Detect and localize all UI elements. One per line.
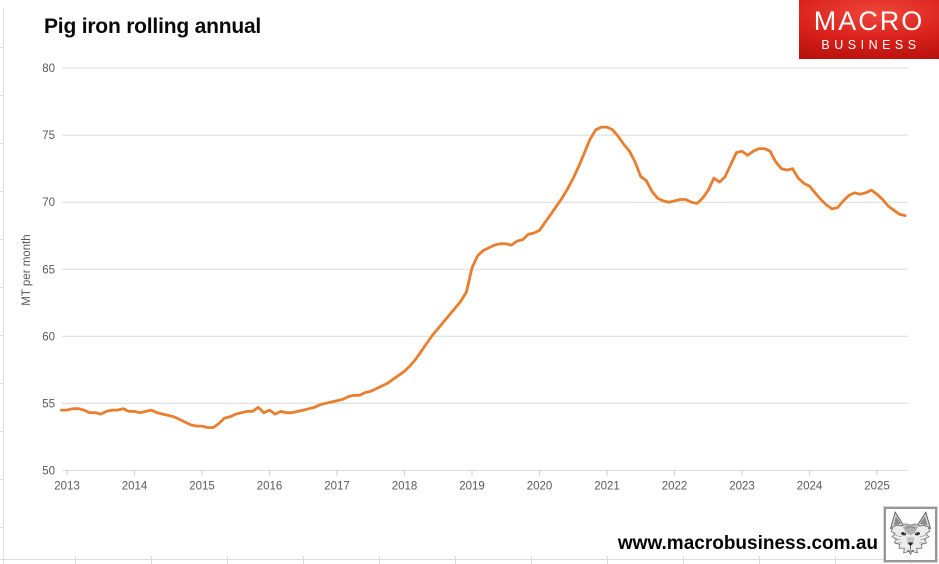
wolf-logo-box xyxy=(884,507,937,562)
x-axis-tick-label: 2019 xyxy=(459,480,485,492)
x-axis-tick-label: 2014 xyxy=(122,480,148,492)
chart-title: Pig iron rolling annual xyxy=(44,15,262,38)
x-axis-tick-label: 2020 xyxy=(527,480,553,492)
y-axis-tick-label: 60 xyxy=(42,331,55,343)
y-axis-title: MT per month xyxy=(21,234,33,305)
x-axis-tick-label: 2022 xyxy=(662,480,688,492)
logo-text-business: BUSINESS xyxy=(821,37,921,52)
wolf-icon xyxy=(889,511,932,556)
spreadsheet-bottom-line-artifact xyxy=(0,559,939,560)
y-axis-tick-label: 65 xyxy=(42,264,55,276)
chart-series xyxy=(60,125,907,429)
chart-grid-and-axes: 50 55 60 65 70 75 80 2013 2014 2015 2016 2017 2018 20… xyxy=(42,63,908,492)
macrobusiness-logo: MACRO BUSINESS xyxy=(799,0,939,59)
y-axis-tick-label: 75 xyxy=(42,130,55,142)
spreadsheet-column-stubs-artifact xyxy=(0,556,939,564)
x-axis-tick-label: 2017 xyxy=(324,480,350,492)
spreadsheet-column-line-artifact xyxy=(3,8,4,564)
spreadsheet-row-lines-artifact xyxy=(0,0,4,564)
x-axis-tick-label: 2015 xyxy=(189,480,215,492)
x-axis-tick-label: 2024 xyxy=(797,480,823,492)
y-axis-tick-label: 50 xyxy=(42,465,55,477)
data-line-pig-iron-rolling-annual xyxy=(60,125,907,429)
x-axis-tick-label: 2013 xyxy=(54,480,80,492)
x-axis-tick-label: 2025 xyxy=(864,480,890,492)
x-axis-tick-label: 2023 xyxy=(729,480,755,492)
y-axis-tick-label: 80 xyxy=(42,63,55,75)
watermark-url: www.macrobusiness.com.au xyxy=(617,533,878,554)
x-axis-tick-label: 2021 xyxy=(594,480,620,492)
logo-text-macro: MACRO xyxy=(813,5,925,36)
x-axis-tick-label: 2016 xyxy=(257,480,283,492)
y-axis-tick-label: 70 xyxy=(42,197,55,209)
y-axis-tick-label: 55 xyxy=(42,398,55,410)
x-axis-tick-label: 2018 xyxy=(392,480,418,492)
